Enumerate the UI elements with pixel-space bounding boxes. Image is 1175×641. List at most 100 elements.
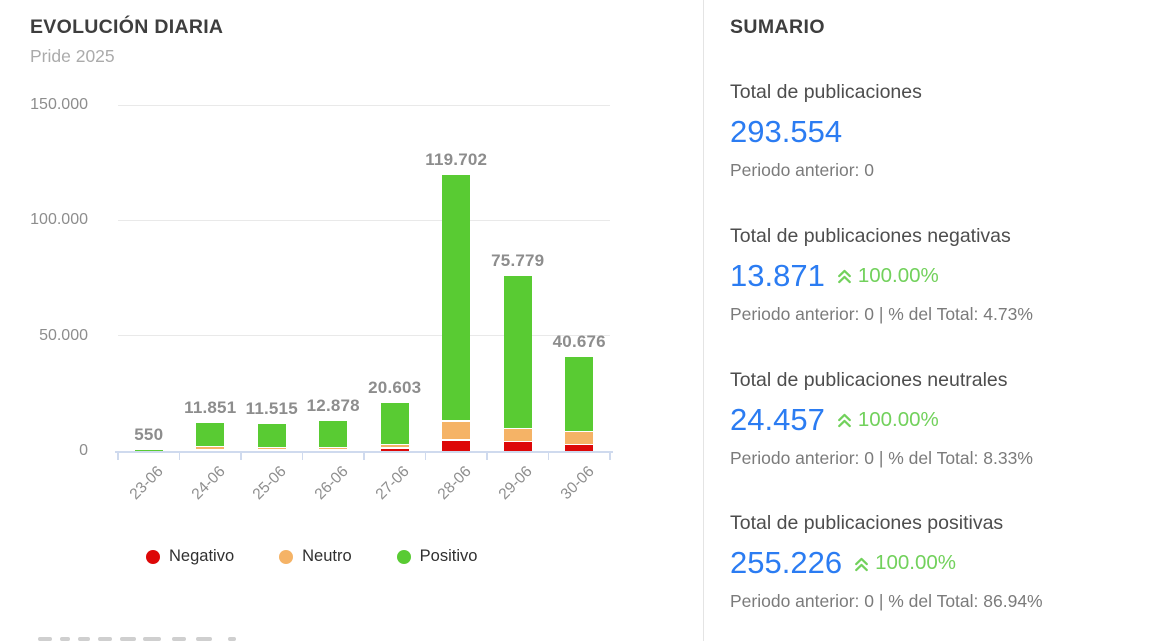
cutoff-text-mark [98, 637, 112, 641]
x-axis-label-text: 25-06 [249, 463, 290, 504]
x-axis-tick [240, 452, 242, 460]
change-percent: 100.00% [857, 263, 939, 287]
bar-27-06-segment-positivo[interactable] [380, 403, 409, 445]
bar-27-06-segment-neutro[interactable] [380, 444, 409, 449]
chart-legend: Negativo Neutro Positivo [146, 547, 477, 566]
cutoff-text-mark [78, 637, 90, 641]
bar-29-06-segment-positivo[interactable] [503, 276, 532, 429]
y-axis-label: 0 [79, 442, 88, 459]
bar-23-06-segment-positivo[interactable] [134, 449, 163, 451]
summary-metric-label: Total de publicaciones [730, 81, 922, 103]
gridline [118, 219, 610, 221]
bar-28-06-segment-positivo[interactable] [442, 174, 471, 422]
bar-27-06-segment-negativo[interactable] [380, 448, 409, 451]
legend-item-negativo[interactable]: Negativo [146, 547, 234, 566]
double-up-chevron-icon [836, 268, 853, 285]
x-axis-label-text: 24-06 [188, 463, 229, 504]
summary-block: Total de publicaciones neutrales 24.457 1… [730, 368, 1160, 469]
x-axis-tick [117, 452, 119, 460]
cutoff-text-mark [196, 637, 212, 641]
bar-25-06-segment-positivo[interactable] [257, 424, 286, 448]
x-axis-tick [486, 452, 488, 460]
bar-segment-gap [196, 449, 225, 451]
legend-label: Positivo [419, 547, 478, 565]
change-percent: 100.00% [857, 407, 939, 431]
summary-meta-text: Periodo anterior: 0 | % del Total: 4.73% [730, 303, 1033, 324]
summary-metric-label: Total de publicaciones neutrales [730, 368, 1008, 391]
double-up-chevron-icon [836, 412, 853, 429]
bar-24-06-segment-positivo[interactable] [196, 423, 225, 447]
x-axis-tick [301, 452, 304, 460]
bar-29-06-segment-negativo[interactable] [503, 441, 532, 451]
bar-value-label: 20.603 [368, 378, 422, 398]
x-axis-tick [609, 452, 611, 460]
cutoff-text-mark [120, 637, 136, 641]
bar-value-label: 11.515 [245, 399, 298, 419]
bar-value-label: 40.676 [552, 332, 606, 352]
x-axis-label-text: 27-06 [372, 463, 413, 504]
bar-29-06-segment-neutro[interactable] [503, 428, 532, 442]
bar-25-06-segment-neutro[interactable] [257, 447, 286, 450]
bar-value-label: 12.878 [306, 395, 360, 415]
bar-segment-gap [196, 445, 225, 448]
bar-24-06-segment-neutro[interactable] [196, 446, 225, 450]
x-axis-label-text: 23-06 [126, 463, 167, 504]
bar-segment-gap [503, 427, 532, 430]
bar-segment-gap [503, 440, 532, 442]
bar-segment-gap [442, 439, 471, 441]
x-axis-label-text: 29-06 [495, 463, 536, 504]
change-percent: 100.00% [875, 551, 956, 575]
summary-title: SUMARIO [730, 16, 825, 38]
summary-metric-label: Total de publicaciones negativas [730, 224, 1011, 247]
summary-value-row: 293.554 [730, 113, 1160, 151]
y-axis-label: 50.000 [39, 326, 88, 344]
summary-metric-label: Total de publicaciones positivas [730, 512, 1004, 535]
bar-value-label: 550 [134, 424, 164, 444]
summary-metric-value: 293.554 [730, 114, 843, 149]
y-axis-label: 100.000 [30, 211, 88, 229]
cutoff-text-mark [38, 637, 52, 641]
summary-value-row: 255.226 100.00% [730, 544, 1160, 582]
cutoff-text-mark [143, 637, 161, 641]
legend-label: Negativo [169, 547, 235, 565]
summary-block: Total de publicaciones negativas 13.871 1… [730, 224, 1160, 325]
bar-26-06-segment-positivo[interactable] [319, 420, 348, 448]
bar-30-06-segment-positivo[interactable] [565, 357, 594, 432]
cutoff-text-mark [172, 637, 186, 641]
x-axis-tick [547, 452, 550, 460]
bar-value-label: 75.779 [491, 251, 545, 271]
panel-divider [703, 0, 704, 641]
bar-30-06-segment-neutro[interactable] [565, 431, 594, 445]
bar-segment-gap [380, 447, 409, 449]
summary-block: Total de publicaciones 293.554 Periodo ant… [730, 80, 1160, 181]
bar-segment-gap [319, 449, 348, 451]
legend-dot-icon [146, 549, 160, 564]
x-axis-line [115, 450, 613, 453]
y-axis-label: 150.000 [30, 96, 88, 113]
bar-segment-gap [442, 420, 471, 422]
bar-segment-gap [257, 446, 286, 449]
cutoff-text-mark [60, 637, 70, 641]
summary-metric-value: 24.457 [730, 401, 825, 437]
bar-segment-gap [565, 430, 594, 433]
bar-segment-gap [319, 446, 348, 449]
x-axis-tick [363, 452, 365, 460]
bar-28-06-segment-negativo[interactable] [442, 439, 471, 451]
gridline [118, 104, 610, 106]
summary-metric-value: 13.871 [730, 257, 825, 293]
chart-subtitle: Pride 2025 [30, 46, 115, 66]
legend-item-neutro[interactable]: Neutro [279, 547, 352, 566]
bar-value-label: 119.702 [425, 149, 488, 169]
bar-26-06-segment-neutro[interactable] [319, 447, 348, 450]
bar-segment-gap [257, 449, 286, 451]
bar-30-06-segment-negativo[interactable] [565, 444, 594, 451]
x-axis-tick [424, 452, 427, 460]
x-axis-label-text: 26-06 [311, 463, 352, 504]
chart-title: EVOLUCIÓN DIARIA [30, 16, 224, 38]
summary-meta-text: Periodo anterior: 0 | % del Total: 8.33% [730, 447, 1033, 468]
bar-28-06-segment-neutro[interactable] [442, 421, 471, 440]
summary-meta-text: Periodo anterior: 0 [730, 160, 874, 180]
legend-item-positivo[interactable]: Positivo [396, 547, 478, 566]
summary-metric-value: 255.226 [730, 545, 843, 581]
